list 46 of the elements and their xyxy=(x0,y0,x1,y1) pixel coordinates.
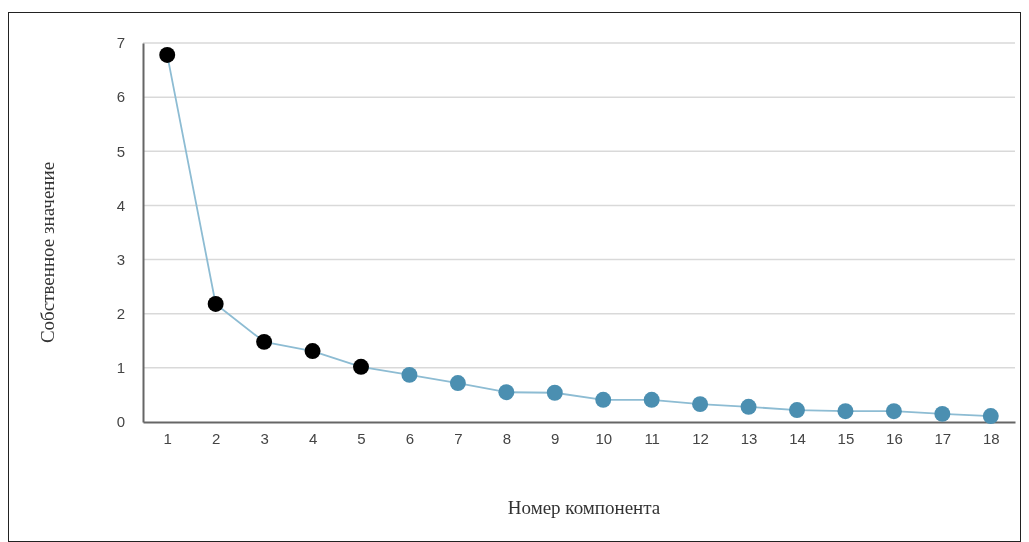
point xyxy=(982,408,999,425)
x-tick-label: 4 xyxy=(308,429,318,447)
y-tick-label: 0 xyxy=(116,413,125,431)
x-tick-label: 8 xyxy=(502,429,512,447)
y-tick-label: 1 xyxy=(116,359,125,377)
x-tick-label: 1 xyxy=(163,429,172,447)
x-tick-label: 2 xyxy=(211,429,221,447)
point xyxy=(546,384,563,401)
y-tick-label: 7 xyxy=(116,34,125,52)
point xyxy=(401,366,418,383)
point xyxy=(256,333,273,350)
point xyxy=(595,391,612,408)
x-tick-label: 6 xyxy=(405,429,415,447)
point xyxy=(837,403,854,420)
y-axis-title: Собственное значение xyxy=(37,161,58,344)
point xyxy=(353,358,369,375)
point xyxy=(498,384,515,401)
y-tick-label: 4 xyxy=(116,196,125,214)
y-tick-label: 2 xyxy=(116,305,125,323)
point xyxy=(692,396,709,413)
point xyxy=(304,343,321,360)
point xyxy=(207,296,224,312)
x-tick-label: 9 xyxy=(551,429,560,447)
x-tick-label: 7 xyxy=(454,429,463,447)
point xyxy=(885,403,902,420)
x-tick-label: 14 xyxy=(789,429,806,447)
x-tick-label: 11 xyxy=(644,429,660,447)
x-tick-label: 3 xyxy=(260,429,269,447)
y-tick-label: 5 xyxy=(116,142,125,160)
y-tick-label: 6 xyxy=(116,88,125,106)
point xyxy=(643,391,660,408)
y-tick-label: 3 xyxy=(116,250,125,268)
x-tick-label: 12 xyxy=(692,429,709,447)
x-tick-label: 13 xyxy=(740,429,758,447)
x-tick-label: 17 xyxy=(934,429,952,447)
x-axis-title: Номер компонента xyxy=(507,497,661,518)
x-tick-label: 10 xyxy=(595,429,613,447)
x-tick-label: 5 xyxy=(357,429,366,447)
point xyxy=(789,402,805,419)
point xyxy=(934,405,951,422)
point xyxy=(449,375,466,391)
x-tick-label: 16 xyxy=(886,429,903,447)
x-tick-label: 15 xyxy=(837,429,855,447)
x-tick-label: 18 xyxy=(982,429,1000,447)
point xyxy=(159,46,176,63)
point xyxy=(740,398,757,415)
